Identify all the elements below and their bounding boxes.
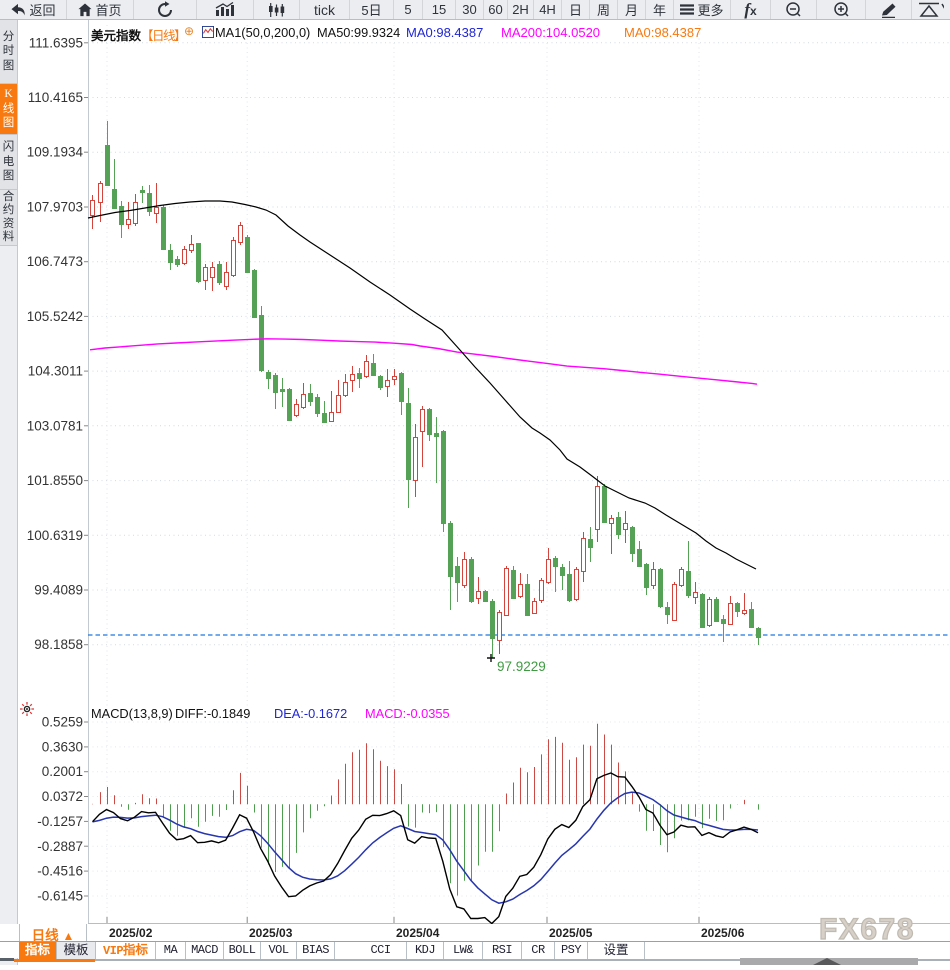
svg-text:-0.4516: -0.4516 (37, 864, 83, 879)
svg-text:98.1858: 98.1858 (34, 637, 83, 652)
svg-text:-0.6145: -0.6145 (37, 889, 83, 904)
svg-text:99.4089: 99.4089 (34, 583, 83, 598)
svg-text:111.6395: 111.6395 (29, 35, 83, 50)
svg-text:0.3630: 0.3630 (42, 739, 83, 754)
svg-text:100.6319: 100.6319 (27, 528, 83, 543)
svg-text:107.9703: 107.9703 (27, 200, 83, 215)
svg-text:106.7473: 106.7473 (27, 254, 83, 269)
svg-text:0.0372: 0.0372 (42, 789, 83, 804)
svg-text:-0.2887: -0.2887 (37, 839, 83, 854)
svg-text:97.9229: 97.9229 (497, 659, 546, 674)
svg-text:110.4165: 110.4165 (28, 90, 83, 105)
svg-text:0.2001: 0.2001 (42, 764, 83, 779)
svg-text:0.5259: 0.5259 (42, 715, 83, 730)
svg-text:105.5242: 105.5242 (27, 309, 83, 324)
svg-text:104.3011: 104.3011 (28, 364, 83, 379)
svg-text:109.1934: 109.1934 (27, 145, 84, 160)
svg-text:101.8550: 101.8550 (27, 473, 83, 488)
svg-text:103.0781: 103.0781 (27, 418, 83, 433)
svg-text:-0.1257: -0.1257 (37, 814, 83, 829)
